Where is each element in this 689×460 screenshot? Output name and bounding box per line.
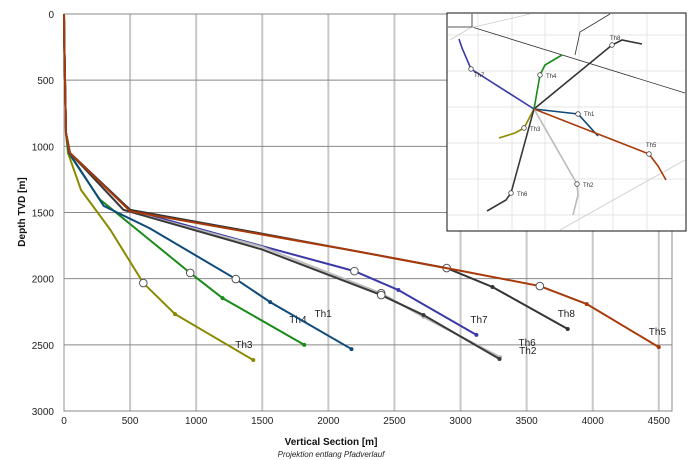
inset-well-th5 [533, 108, 667, 181]
data-point [584, 302, 589, 307]
data-point [396, 288, 401, 293]
inset-target-marker [574, 181, 580, 187]
y-tick-label: 2500 [32, 341, 55, 352]
inset-label: Th4 [546, 74, 557, 80]
y-tick-label: 1500 [32, 209, 55, 220]
target-marker [376, 290, 386, 300]
x-tick-label: 3000 [449, 416, 472, 427]
series-line-th5 [63, 13, 660, 348]
target-marker [535, 281, 545, 291]
inset-well-th4 [533, 54, 563, 110]
series-label: Th5 [649, 327, 667, 338]
x-tick-label: 3500 [515, 416, 538, 427]
data-point [251, 358, 256, 363]
x-tick-label: 1000 [185, 416, 208, 427]
series-label: Th1 [314, 309, 332, 320]
inset-label: Th7 [474, 73, 485, 79]
target-marker [350, 266, 359, 276]
y-tick-label: 2000 [32, 275, 55, 286]
y-tick-label: 0 [48, 10, 54, 21]
inset-target-marker [508, 190, 514, 196]
inset-label: Th8 [610, 36, 621, 42]
x-tick-label: 4500 [648, 416, 671, 427]
inset-map: Th8 Th7 Th4 Th1 Th3 Th5 Th2 Th6 [446, 12, 687, 232]
data-point [421, 313, 426, 318]
inset-well-th2 [533, 108, 579, 216]
series-label: Th2 [519, 346, 537, 357]
inset-label: Th5 [646, 143, 657, 149]
x-tick-label: 2500 [383, 416, 406, 427]
inset-label: Th1 [584, 112, 595, 118]
target-marker [231, 274, 241, 284]
inset-well-th7 [458, 38, 535, 110]
y-tick-label: 500 [37, 76, 54, 87]
inset-target-marker [537, 72, 543, 78]
x-tick-label: 0 [61, 416, 67, 427]
inset-well-th3 [498, 108, 535, 139]
series-label: Th3 [235, 340, 253, 351]
data-point [268, 300, 273, 305]
x-tick-label: 1500 [251, 416, 274, 427]
inset-target-marker [468, 66, 474, 72]
data-point [565, 326, 570, 331]
inset-target-marker [609, 42, 615, 48]
series-label: Th8 [558, 309, 576, 320]
data-point [656, 345, 661, 350]
target-marker [139, 278, 148, 288]
inset-label: Th6 [517, 192, 528, 198]
x-axis-label: Vertical Section [m] [285, 437, 378, 448]
inset-label: Th3 [530, 127, 541, 133]
data-point [302, 342, 307, 347]
y-axis-label: Depth TVD [m] [17, 177, 28, 246]
data-point [349, 347, 354, 352]
y-tick-label: 3000 [32, 407, 55, 418]
chart-subtitle: Projektion entlang Pfadverlauf [278, 450, 386, 459]
inset-well-th6 [486, 108, 535, 212]
x-tick-label: 4000 [582, 416, 605, 427]
inset-target-marker [521, 125, 527, 131]
inset-target-marker [646, 151, 652, 157]
inset-well-th8 [533, 39, 643, 110]
data-point [173, 312, 178, 317]
data-point [220, 296, 225, 301]
series-label: Th6 [519, 338, 537, 349]
data-point [474, 332, 479, 337]
y-tick-label: 1000 [32, 142, 55, 153]
data-point [497, 356, 502, 361]
x-tick-label: 500 [122, 416, 139, 427]
series-label: Th7 [470, 315, 488, 326]
x-tick-label: 2000 [317, 416, 340, 427]
data-point [490, 285, 495, 290]
target-marker [185, 268, 195, 278]
inset-target-marker [575, 111, 581, 117]
inset-label: Th2 [583, 183, 594, 189]
tick-labels: 0 500 1000 1500 2000 2500 3000 3500 4000 4500 0 500… [32, 10, 671, 427]
series-label: Th4 [289, 315, 307, 326]
